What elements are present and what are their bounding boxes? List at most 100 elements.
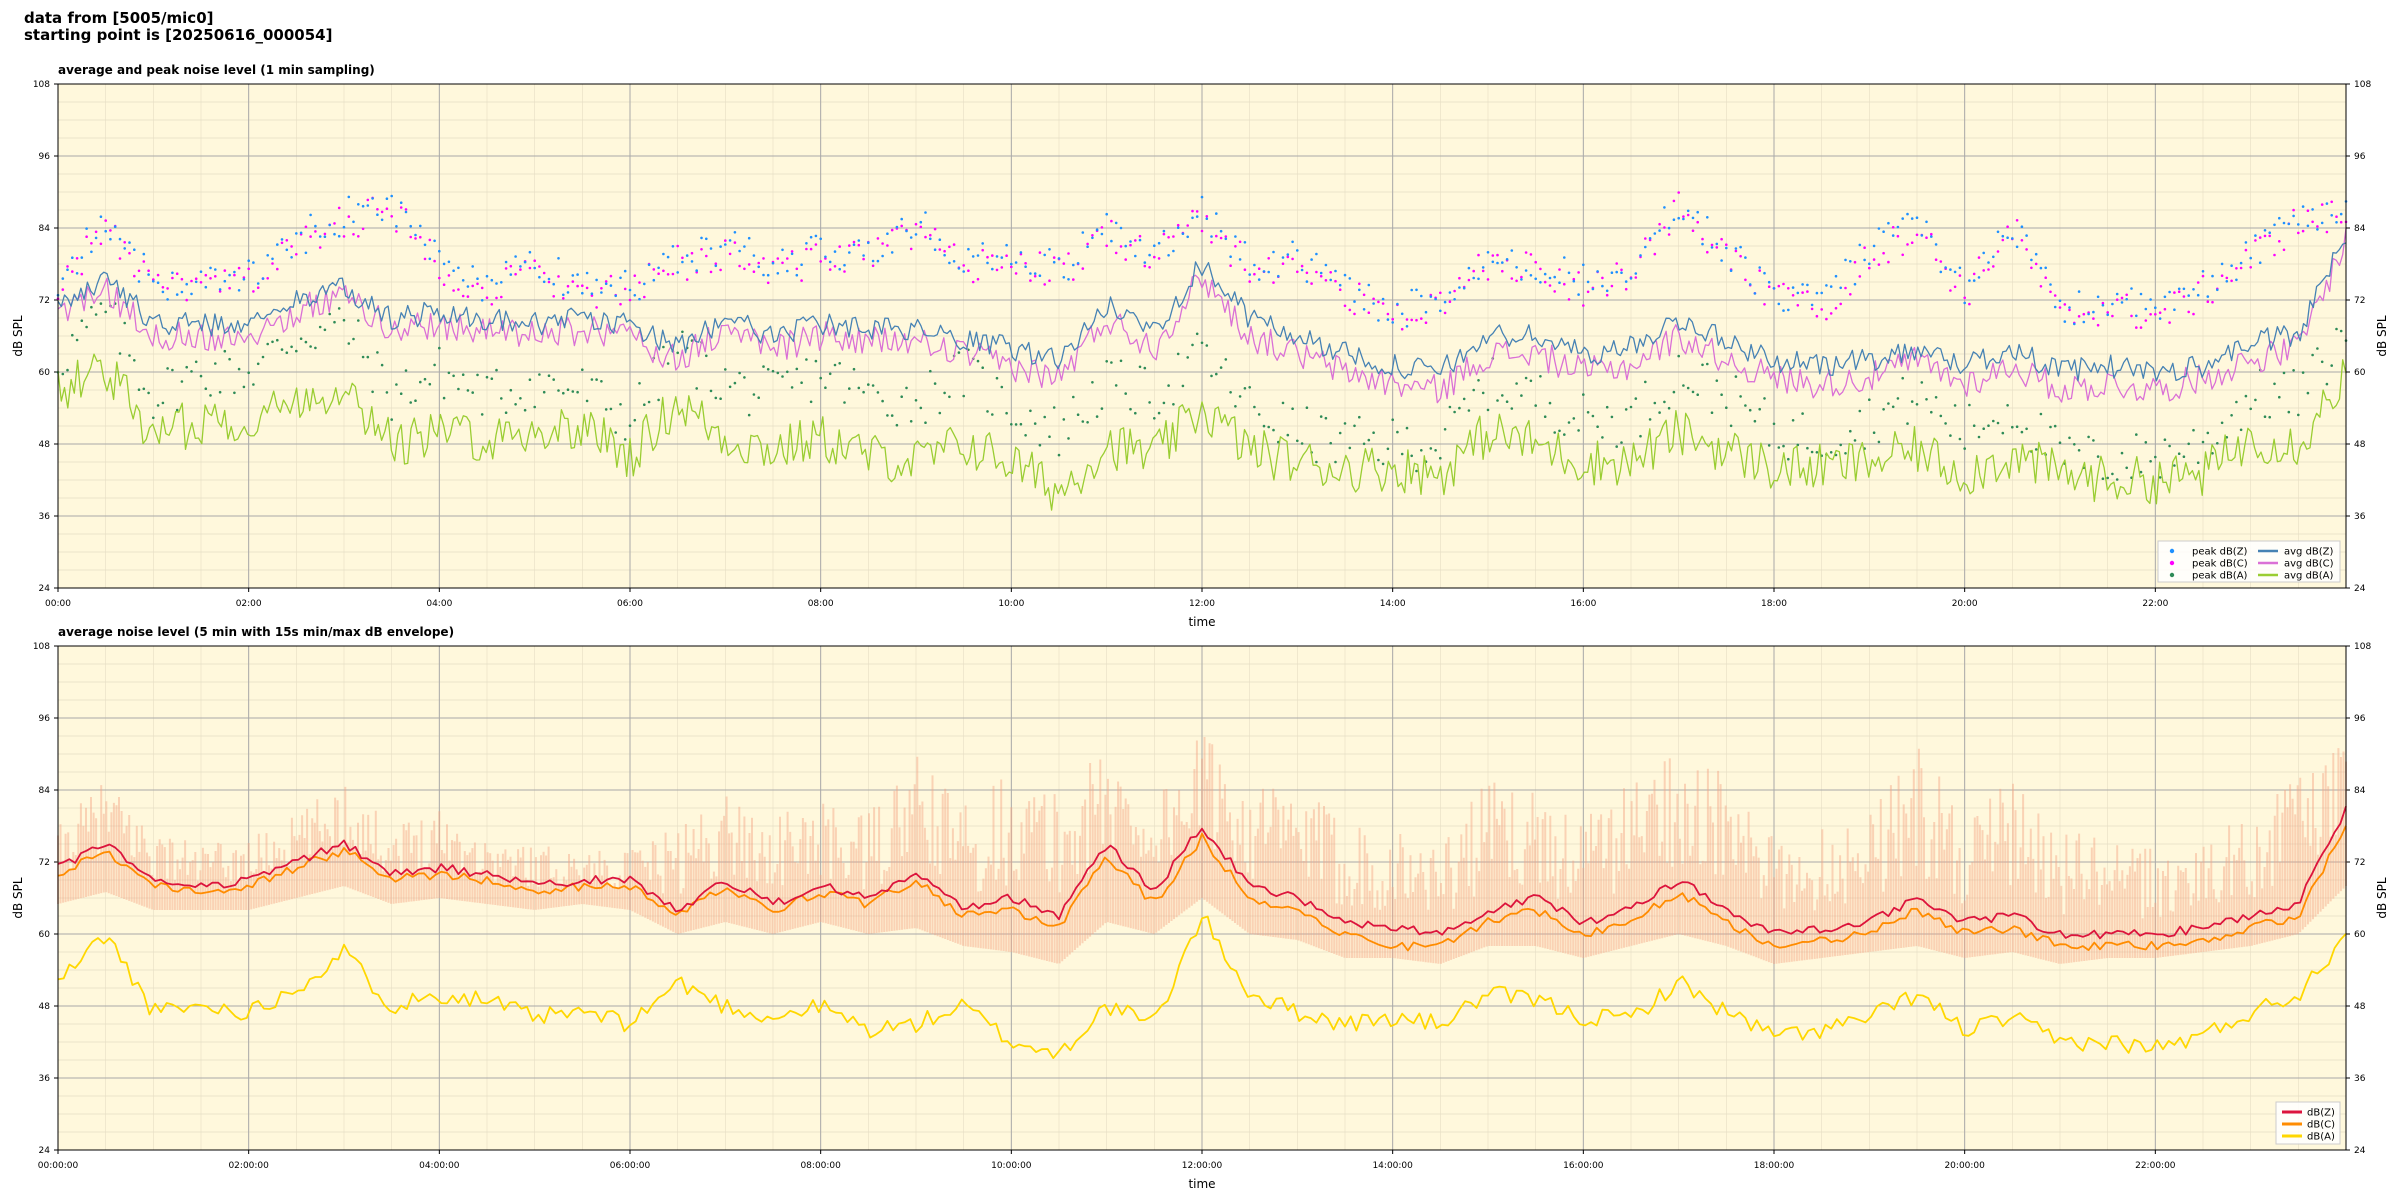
peak-point: [1462, 397, 1466, 401]
peak-point: [2254, 398, 2257, 402]
peak-point: [533, 259, 536, 263]
peak-point: [962, 394, 965, 398]
peak-point: [2192, 288, 2195, 291]
peak-point: [800, 279, 803, 282]
peak-point: [719, 268, 722, 272]
peak-point: [1920, 381, 1924, 384]
peak-point: [1543, 272, 1547, 276]
peak-point: [919, 220, 923, 224]
peak-point: [2278, 240, 2281, 243]
peak-point: [538, 275, 541, 279]
peak-point: [1834, 274, 1838, 278]
peak-point: [256, 362, 260, 366]
peak-point: [233, 270, 236, 274]
peak-point: [1162, 232, 1166, 236]
peak-point: [2096, 455, 2100, 458]
peak-point: [361, 204, 365, 208]
peak-point: [2301, 205, 2305, 208]
peak-point: [662, 345, 665, 349]
peak-point: [1977, 256, 1981, 259]
x-tick-label: 06:00: [617, 599, 643, 609]
peak-point: [1972, 279, 1976, 282]
peak-point: [2077, 290, 2081, 293]
peak-point: [1243, 268, 1247, 272]
y-tick-label-right: 48: [2354, 1002, 2366, 1012]
peak-point: [1043, 283, 1046, 286]
peak-point: [1691, 390, 1695, 394]
peak-point: [2111, 302, 2114, 306]
peak-point: [1844, 286, 1847, 290]
peak-point: [2120, 451, 2124, 455]
peak-point: [423, 243, 427, 247]
peak-point: [2073, 443, 2076, 446]
peak-point: [1829, 451, 1833, 454]
peak-point: [1005, 411, 1008, 415]
peak-point: [1305, 280, 1309, 283]
peak-point: [1024, 265, 1027, 269]
peak-point: [1706, 250, 1709, 254]
peak-point: [571, 274, 575, 277]
peak-point: [1329, 441, 1332, 445]
peak-point: [194, 280, 198, 284]
peak-point: [676, 351, 679, 355]
peak-point: [1343, 304, 1347, 308]
peak-point: [266, 277, 270, 280]
peak-point: [1796, 304, 1800, 307]
peak-point: [1319, 271, 1323, 275]
peak-point: [1119, 245, 1123, 248]
peak-point: [299, 337, 303, 341]
peak-point: [1167, 384, 1170, 387]
peak-point: [2225, 436, 2229, 439]
peak-point: [1205, 217, 1209, 220]
peak-point: [433, 259, 436, 263]
peak-point: [666, 273, 670, 276]
peak-point: [1610, 284, 1614, 288]
peak-point: [2168, 321, 2171, 324]
peak-point: [399, 392, 403, 396]
peak-point: [2287, 222, 2291, 226]
peak-point: [747, 263, 751, 266]
peak-point: [480, 286, 484, 290]
peak-point: [247, 267, 250, 271]
peak-point: [152, 416, 155, 420]
peak-point: [1992, 419, 1995, 423]
peak-point: [890, 251, 894, 254]
peak-point: [2168, 290, 2171, 294]
peak-point: [933, 382, 937, 385]
peak-point: [118, 237, 122, 241]
peak-point: [1868, 262, 1871, 266]
peak-point: [1820, 308, 1823, 311]
peak-point: [1815, 451, 1819, 454]
peak-point: [1501, 269, 1504, 273]
peak-point: [180, 380, 184, 383]
peak-point: [1429, 447, 1433, 450]
peak-point: [480, 299, 484, 302]
peak-point: [600, 291, 603, 294]
peak-point: [967, 247, 970, 251]
peak-point: [2263, 415, 2267, 419]
peak-point: [2297, 231, 2300, 235]
peak-point: [1062, 262, 1066, 265]
legend-label: dB(C): [2307, 1120, 2335, 1131]
peak-point: [80, 319, 84, 323]
peak-point: [376, 208, 379, 211]
peak-point: [1143, 366, 1147, 370]
peak-point: [1596, 270, 1599, 273]
peak-point: [1186, 356, 1189, 359]
peak-point: [371, 197, 374, 200]
peak-point: [1129, 243, 1132, 247]
peak-point: [1815, 314, 1819, 318]
peak-point: [1524, 251, 1528, 254]
peak-point: [2244, 394, 2248, 398]
peak-point: [1582, 263, 1585, 267]
peak-point: [1253, 263, 1256, 267]
peak-point: [1858, 409, 1862, 413]
peak-point: [2068, 308, 2071, 312]
peak-point: [390, 418, 394, 421]
peak-point: [905, 229, 908, 233]
peak-point: [2235, 267, 2238, 270]
peak-point: [147, 391, 150, 395]
peak-point: [1891, 226, 1895, 229]
peak-point: [2015, 425, 2019, 429]
legend-label: peak dB(A): [2192, 571, 2248, 582]
